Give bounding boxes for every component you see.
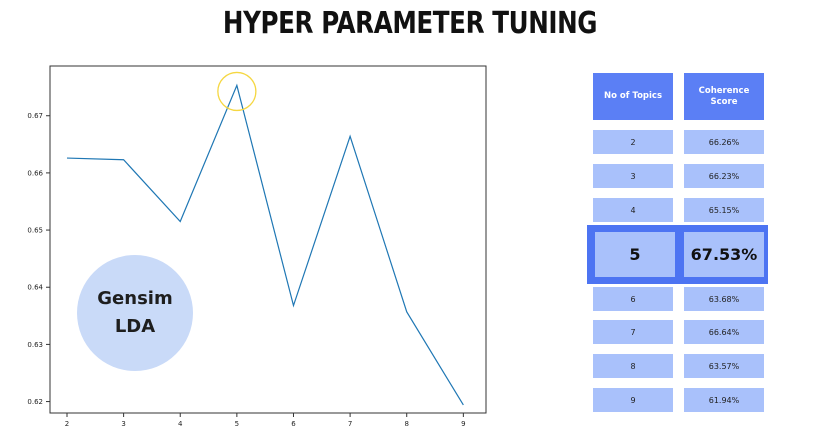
table-cell-topics: 4	[593, 198, 673, 222]
table-cell-score: 63.68%	[684, 287, 764, 311]
y-axis: 0.62 0.63 0.64 0.65 0.66 0.67	[27, 112, 50, 406]
header-no-of-topics: No of Topics	[593, 73, 673, 120]
x-tick-label: 3	[121, 420, 125, 428]
table-cell-score: 65.15%	[684, 198, 764, 222]
table-cell-topics: 3	[593, 164, 673, 188]
best-score-cell: 67.53%	[684, 232, 764, 277]
x-tick-label: 9	[461, 420, 465, 428]
table-cell-topics: 8	[593, 354, 673, 378]
x-tick-label: 8	[404, 420, 408, 428]
x-tick-label: 5	[235, 420, 239, 428]
x-tick-label: 4	[178, 420, 183, 428]
y-tick-label: 0.65	[27, 227, 43, 235]
y-tick-label: 0.62	[27, 398, 43, 406]
badge-line-1: Gensim	[97, 288, 173, 309]
y-tick-label: 0.66	[27, 169, 43, 177]
x-tick-label: 2	[65, 420, 69, 428]
table-cell-topics: 9	[593, 388, 673, 412]
y-tick-label: 0.63	[27, 341, 43, 349]
x-tick-label: 7	[348, 420, 352, 428]
x-axis: 2 3 4 5 6 7 8 9	[65, 413, 466, 428]
table-cell-topics: 7	[593, 320, 673, 344]
table-cell-topics: 2	[593, 130, 673, 154]
best-topics-cell: 5	[595, 232, 675, 277]
y-tick-label: 0.64	[27, 284, 43, 292]
peak-highlight-ring	[217, 71, 257, 112]
best-row-highlight: 5 67.53%	[587, 225, 768, 284]
table-cell-score: 61.94%	[684, 388, 764, 412]
page-title: HYPER PARAMETER TUNING	[222, 6, 598, 41]
table-cell-topics: 6	[593, 287, 673, 311]
x-tick-label: 6	[291, 420, 296, 428]
coherence-series-line	[66, 83, 464, 406]
badge-line-2: LDA	[114, 316, 156, 337]
table-cell-score: 66.64%	[684, 320, 764, 344]
gensim-lda-badge: Gensim LDA	[77, 255, 193, 371]
header-coherence-score: Coherence Score	[684, 73, 764, 120]
plot-frame	[49, 65, 487, 414]
table-cell-score: 66.23%	[684, 164, 764, 188]
y-tick-label: 0.67	[27, 112, 43, 120]
table-cell-score: 66.26%	[684, 130, 764, 154]
table-cell-score: 63.57%	[684, 354, 764, 378]
